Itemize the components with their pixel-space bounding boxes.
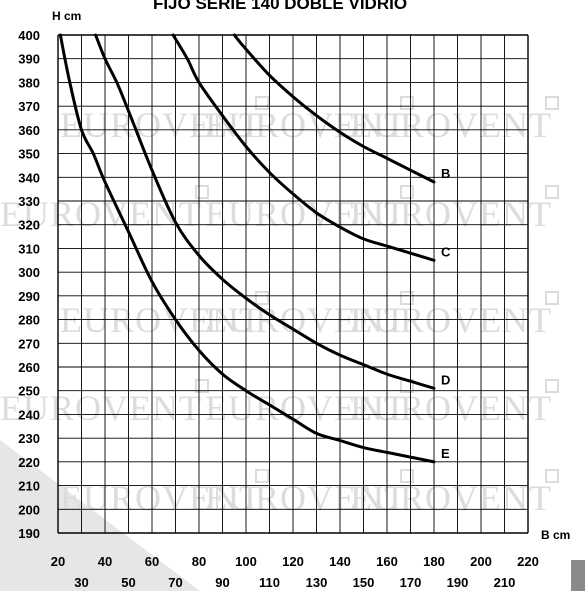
x-tick-label-top: 120 [282,554,304,569]
x-tick-label-top: 140 [329,554,351,569]
x-tick-label-top: 180 [423,554,445,569]
y-tick-label: 350 [18,147,40,162]
y-tick-label: 320 [18,218,40,233]
y-tick-label: 340 [18,170,40,185]
y-tick-label: 400 [18,28,40,43]
watermark-logo-box [400,469,414,483]
watermark-text: EUROVENT [350,194,552,234]
series-layer: B C D E [58,33,451,464]
corner-shading [0,440,200,591]
series-label-d: D [441,372,450,387]
y-tick-label: 220 [18,455,40,470]
x-tick-label-top: 100 [235,554,257,569]
x-tick-label-top: 80 [192,554,206,569]
watermark-text: EUROVENT [205,388,407,428]
watermark-logo-box [545,185,559,199]
x-tick-label-top: 40 [98,554,112,569]
watermark-text: EUROVENT [205,478,407,518]
series-line-b [232,33,436,184]
watermark-text: EUROVENT [60,105,262,145]
chart-title: FIJO SERIE 140 DOBLE VIDRIO [153,0,407,13]
y-axis-label: H cm [52,9,81,23]
watermark-logo-box [195,185,209,199]
corner-box-right [571,560,585,591]
y-tick-label: 200 [18,502,40,517]
watermark-text: EUROVENT [350,388,552,428]
watermark-logo-box [255,291,269,305]
y-tick-label: 390 [18,52,40,67]
watermark-logo-box [545,469,559,483]
watermark-logo-box [400,96,414,110]
x-tick-label-bottom: 50 [121,575,135,590]
x-tick-label-bottom: 210 [494,575,516,590]
y-tick-label: 270 [18,336,40,351]
series-line-c [171,33,436,262]
x-tick-label-top: 60 [145,554,159,569]
series-label-e: E [441,446,450,461]
y-tick-label: 250 [18,384,40,399]
watermark-logo-box [400,185,414,199]
y-tick-label: 370 [18,99,40,114]
watermark-logo-box [400,291,414,305]
series-line-e [58,33,436,464]
x-tick-label-bottom: 90 [215,575,229,590]
y-tick-label: 240 [18,407,40,422]
y-tick-label: 330 [18,194,40,209]
y-tick-label: 230 [18,431,40,446]
x-tick-label-bottom: 150 [353,575,375,590]
x-tick-label-top: 220 [517,554,539,569]
x-tick-label-top: 160 [376,554,398,569]
x-tick-label-top: 20 [51,554,65,569]
watermark-logo-box [545,96,559,110]
watermark-text: EUROVENT [0,388,202,428]
watermark-text: EUROVENT [350,105,552,145]
y-tick-label: 210 [18,479,40,494]
series-line-d [94,33,436,390]
y-tick-label: 300 [18,265,40,280]
y-tick-label: 190 [18,526,40,541]
y-tick-label: 280 [18,313,40,328]
axes: 400 390 380 370 360 350 340 330 320 310 300 290 280 2… [18,28,539,590]
y-tick-label: 360 [18,123,40,138]
watermark-logo-box [545,379,559,393]
x-tick-label-bottom: 110 [259,575,280,590]
x-tick-label-bottom: 30 [74,575,88,590]
watermark-logo-box [545,291,559,305]
watermark-text: EUROVENT [60,478,262,518]
y-tick-label: 380 [18,75,40,90]
x-tick-label-top: 200 [470,554,492,569]
watermark-text: EUROVENT [350,478,552,518]
watermark-logo-box [255,469,269,483]
y-tick-label: 260 [18,360,40,375]
y-tick-label: 310 [18,241,40,256]
x-tick-label-bottom: 70 [168,575,182,590]
series-label-b: B [441,166,450,181]
watermark-logo-box [195,379,209,393]
x-tick-label-bottom: 130 [306,575,328,590]
y-tick-label: 290 [18,289,40,304]
x-tick-label-bottom: 170 [400,575,422,590]
x-tick-label-bottom: 190 [447,575,469,590]
x-axis-label: B cm [541,528,570,542]
series-label-c: C [441,244,451,259]
watermark-logo-box [255,96,269,110]
